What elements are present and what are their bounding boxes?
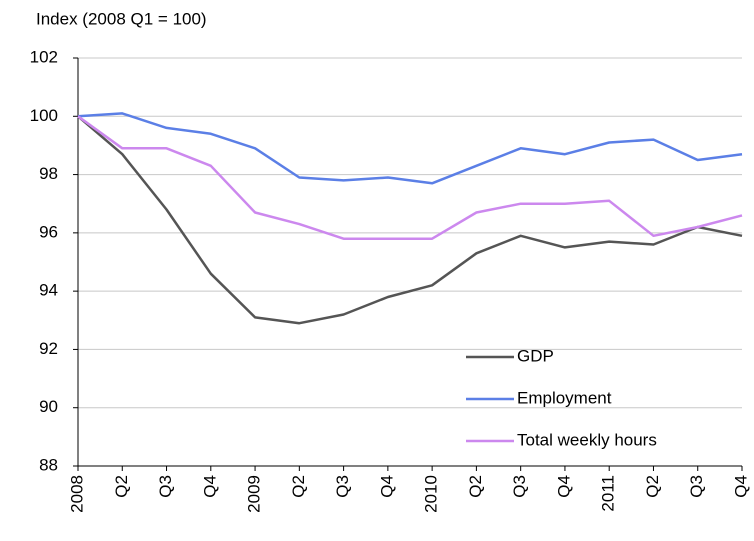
x-tick-label: Q3 <box>333 475 352 498</box>
x-tick-label: Q2 <box>289 475 308 498</box>
legend-label: Total weekly hours <box>517 430 657 449</box>
x-tick-label: Q4 <box>200 475 219 498</box>
y-tick-label: 96 <box>39 222 58 241</box>
y-tick-label: 100 <box>30 106 58 125</box>
x-tick-label: 2009 <box>245 475 264 513</box>
y-tick-label: 90 <box>39 397 58 416</box>
x-tick-label: Q3 <box>156 475 175 498</box>
x-tick-label: Q4 <box>731 475 750 498</box>
x-tick-label: Q2 <box>643 475 662 498</box>
y-tick-label: 88 <box>39 455 58 474</box>
x-tick-label: Q2 <box>466 475 485 498</box>
y-tick-label: 102 <box>30 47 58 66</box>
x-tick-label: Q3 <box>510 475 529 498</box>
x-tick-label: Q4 <box>554 475 573 498</box>
y-tick-label: 98 <box>39 164 58 183</box>
legend-label: GDP <box>517 346 554 365</box>
data-line <box>77 115 743 240</box>
y-axis-label: Index (2008 Q1 = 100) <box>36 9 207 28</box>
x-tick-label: 2010 <box>422 475 441 513</box>
y-tick-label: 94 <box>39 281 58 300</box>
data-line <box>77 115 743 325</box>
x-tick-label: 2011 <box>599 475 618 512</box>
x-tick-label: Q3 <box>687 475 706 498</box>
x-tick-label: 2008 <box>67 475 86 513</box>
legend-label: Employment <box>517 388 612 407</box>
x-tick-label: Q4 <box>377 475 396 498</box>
data-line <box>77 112 743 185</box>
y-tick-label: 92 <box>39 339 58 358</box>
x-tick-label: Q2 <box>112 475 131 498</box>
